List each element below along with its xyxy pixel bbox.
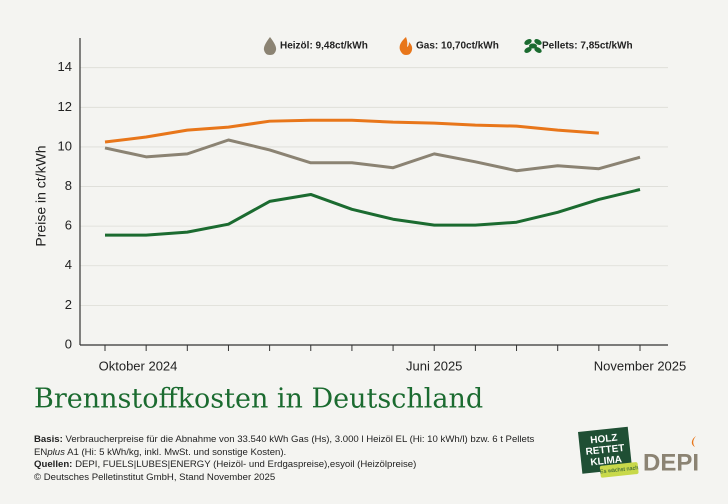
- footer-label: Basis:: [34, 434, 63, 445]
- legend-label: Heizöl: 9,48ct/kWh: [280, 41, 368, 52]
- footer-text: EN: [34, 446, 48, 458]
- footer-text: plus: [47, 446, 65, 458]
- y-tick-label: 10: [58, 138, 72, 153]
- footer-line: Quellen: DEPI, FUELS|LUBES|ENERGY (Heizö…: [34, 459, 554, 472]
- y-tick-label: 8: [65, 178, 72, 193]
- legend-icon: [399, 37, 413, 55]
- legend-icon: [263, 37, 277, 55]
- footer-text: Verbraucherpreise für die Abnahme von 33…: [65, 434, 535, 445]
- series-line: [105, 188, 641, 237]
- series-line: [104, 118, 599, 144]
- logo-badge-text: Es wächst nach: [600, 465, 639, 475]
- y-tick-label: 6: [65, 218, 72, 233]
- y-tick-label: 12: [58, 99, 72, 114]
- logo-badge: [599, 462, 639, 478]
- footer-text: A1 (Hi: 5 kWh/kg, inkl. MwSt. und sonsti…: [67, 446, 287, 458]
- y-axis-label: Preise in ct/kWh: [33, 145, 49, 246]
- legend-icon: [534, 39, 542, 45]
- chart-title: Brennstoffkosten in Deutschland: [34, 384, 483, 415]
- footer-line: ENplus A1 (Hi: 5 kWh/kg, inkl. MwSt. und…: [34, 447, 554, 460]
- y-tick-label: 4: [65, 257, 72, 272]
- legend-icon: [534, 47, 542, 53]
- legend-icon: [524, 39, 532, 45]
- x-tick-label: Juni 2025: [406, 358, 462, 373]
- depi-logo: DEPI: [643, 449, 699, 476]
- series-line: [104, 138, 641, 173]
- holz-logo: HOLZ RETTET KLIMA Es wächst nach: [578, 426, 639, 478]
- footer-text: DEPI, FUELS|LUBES|ENERGY (Heizöl- und Er…: [75, 459, 417, 471]
- footer-label: Quellen:: [34, 459, 73, 471]
- y-tick-label: 0: [65, 336, 72, 351]
- y-tick-label: 14: [58, 59, 72, 74]
- legend-icon: [529, 43, 537, 49]
- x-tick-label: November 2025: [594, 358, 687, 373]
- footer-line: Basis: Verbraucherpreise für die Abnahme…: [34, 434, 554, 447]
- x-tick-label: Oktober 2024: [99, 358, 178, 373]
- legend-label: Gas: 10,70ct/kWh: [416, 41, 499, 52]
- depi-flame: [691, 436, 696, 447]
- footer: Basis: Verbraucherpreise für die Abnahme…: [34, 434, 554, 484]
- logo-text: HOLZ: [590, 433, 618, 447]
- legend-icon: [524, 47, 532, 53]
- footer-line: © Deutsches Pelletinstitut GmbH, Stand N…: [34, 471, 276, 483]
- logo-box: [578, 426, 633, 474]
- legend-label: Pellets: 7,85ct/kWh: [542, 41, 633, 52]
- y-tick-label: 2: [65, 297, 72, 312]
- logo-text: RETTET: [585, 443, 625, 458]
